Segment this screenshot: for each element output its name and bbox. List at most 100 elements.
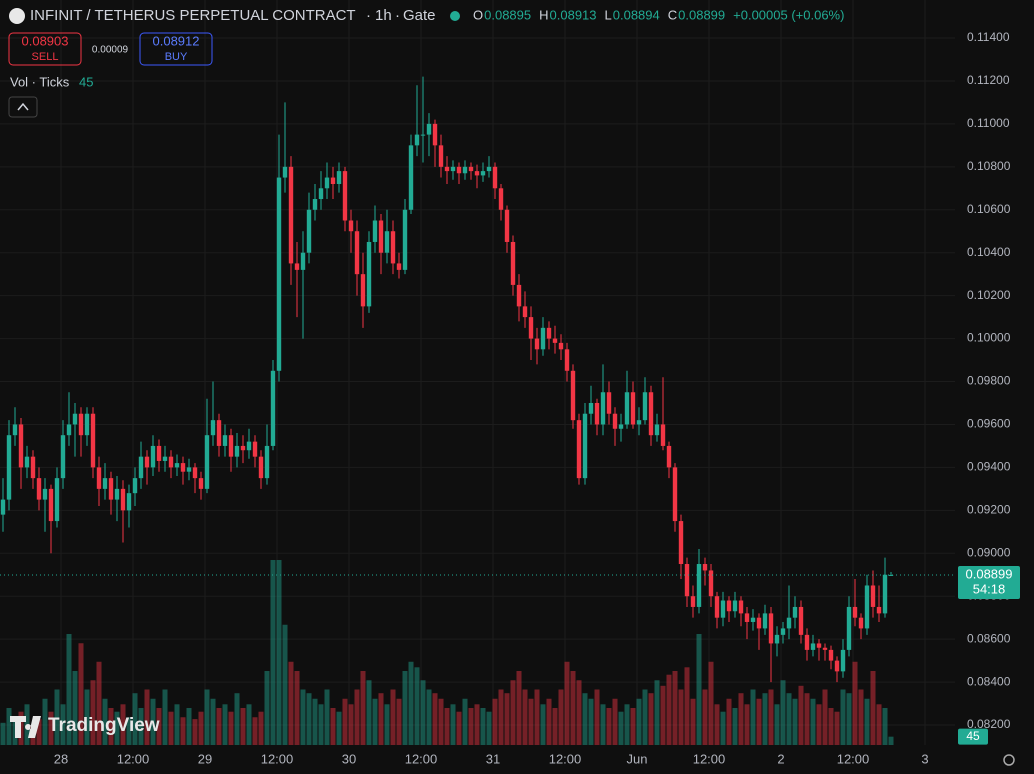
volume-bar — [600, 704, 606, 745]
volume-bar — [180, 717, 186, 745]
candle-body — [756, 617, 762, 629]
candle-body — [852, 606, 858, 618]
candle-body — [108, 478, 114, 500]
candle-body — [246, 441, 252, 451]
candle-body — [366, 241, 372, 307]
candle-body — [702, 564, 708, 571]
volume-bar — [126, 717, 132, 745]
volume-bar — [852, 661, 858, 745]
volume-bar — [840, 689, 846, 745]
volume-bar — [822, 689, 828, 745]
volume-bar — [738, 693, 744, 745]
candle-body — [600, 392, 606, 425]
interval[interactable]: 1h — [375, 7, 392, 24]
symbol: INFINIT / TETHERUS PERPETUAL CONTRACT — [30, 7, 356, 24]
candle-body — [606, 392, 612, 414]
candle-body — [234, 445, 240, 457]
candle-body — [444, 166, 450, 172]
candle-body — [588, 402, 594, 414]
volume-bar — [630, 708, 636, 745]
candle-body — [294, 263, 300, 270]
candle-body — [714, 596, 720, 618]
volume-bar — [720, 711, 726, 745]
candle-body — [624, 392, 630, 425]
volume-bar — [90, 680, 96, 745]
volume-bar — [246, 704, 252, 745]
volume-bar — [660, 685, 666, 745]
volume-bar — [366, 680, 372, 745]
volume-bar — [858, 689, 864, 745]
candle-body — [684, 564, 690, 597]
candle-body — [144, 456, 150, 468]
candle-body — [468, 166, 474, 172]
candle-body — [792, 606, 798, 618]
settings-icon[interactable] — [1003, 754, 1015, 766]
candle-body — [786, 617, 792, 629]
volume-bar — [138, 708, 144, 745]
x-tick-label: 12:00 — [837, 751, 870, 766]
candle-body — [642, 392, 648, 421]
volume-bar — [132, 693, 138, 745]
volume-bar — [258, 711, 264, 745]
volume-bar — [480, 708, 486, 745]
volume-bar — [48, 711, 54, 745]
volume-bar — [498, 689, 504, 745]
volume-bar — [690, 698, 696, 745]
candle-body — [222, 435, 228, 446]
volume-label: Vol · Ticks — [10, 74, 70, 89]
separator: · — [395, 7, 400, 24]
volume-bar — [54, 689, 60, 745]
volume-bar — [252, 717, 258, 745]
volume-bar — [114, 711, 120, 745]
ohlc-label: O — [473, 7, 483, 22]
candle-body — [528, 317, 534, 339]
y-tick-label: 0.09200 — [967, 503, 1011, 517]
x-tick-label: 12:00 — [693, 751, 726, 766]
volume-bar — [810, 698, 816, 745]
candle-body — [60, 435, 66, 479]
volume-bar — [282, 624, 288, 745]
y-tick-label: 0.11400 — [967, 30, 1010, 44]
y-tick-label: 0.11000 — [967, 116, 1010, 130]
volume-bar — [402, 671, 408, 745]
volume-bar — [516, 671, 522, 745]
volume-bar — [396, 698, 402, 745]
ohlc-label: H — [539, 7, 548, 22]
buy-label: BUY — [165, 51, 188, 63]
candle-body — [138, 456, 144, 479]
volume-bar — [144, 689, 150, 745]
volume-bar — [468, 708, 474, 745]
candle-body — [672, 467, 678, 522]
candle-body — [768, 613, 774, 644]
volume-bar — [0, 722, 6, 745]
candle-body — [654, 424, 660, 436]
candle-body — [798, 606, 804, 635]
candle-body — [330, 177, 336, 184]
volume-bar — [66, 634, 72, 745]
candle-body — [168, 456, 174, 468]
volume-bar — [198, 711, 204, 745]
volume-bar — [666, 674, 672, 745]
volume-bar — [510, 680, 516, 745]
volume-bar — [372, 698, 378, 745]
candle-body — [72, 413, 78, 425]
candle-body — [552, 338, 558, 343]
collapse-button[interactable] — [8, 96, 38, 118]
candle-body — [870, 585, 876, 607]
sell-button[interactable] — [8, 32, 82, 66]
volume-bar — [270, 560, 276, 745]
buy-button[interactable] — [139, 32, 213, 66]
volume-bar — [654, 680, 660, 745]
candle-body — [648, 392, 654, 436]
y-tick-label: 0.08200 — [967, 717, 1011, 731]
countdown: 54:18 — [973, 581, 1006, 596]
volume-bar — [288, 661, 294, 745]
volume-bar — [648, 693, 654, 745]
volume-bar — [360, 671, 366, 745]
candle-body — [762, 613, 768, 629]
candle-body — [828, 649, 834, 661]
candle-body — [162, 456, 168, 461]
volume-bar — [210, 698, 216, 745]
